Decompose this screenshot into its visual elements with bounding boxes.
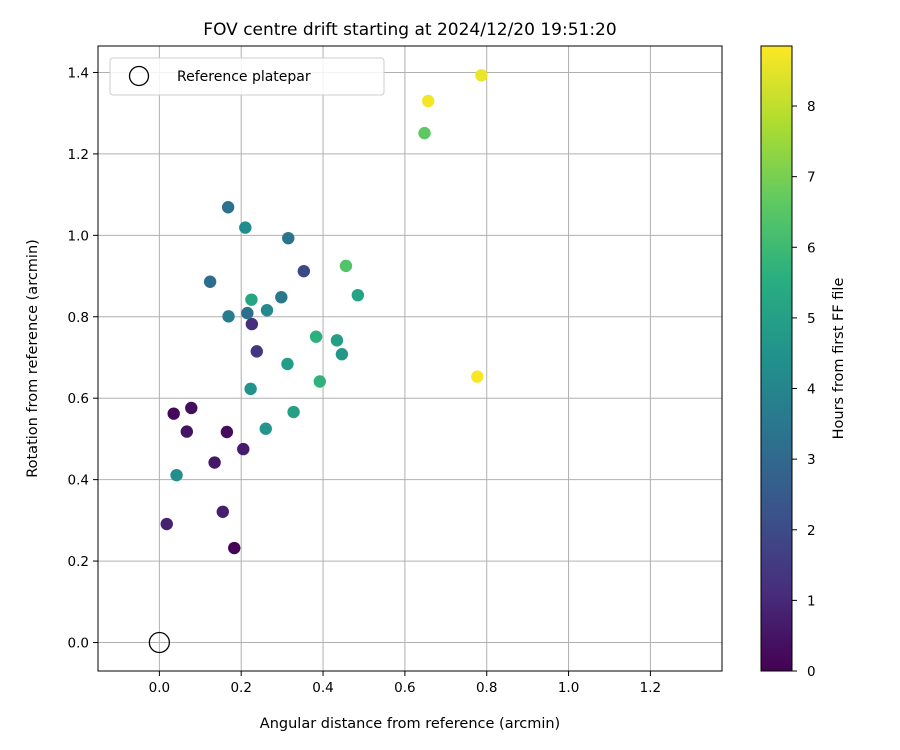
data-points: [160, 69, 488, 555]
scatter-point: [282, 231, 295, 245]
legend: Reference platepar: [109, 57, 385, 96]
colorbar-tick-label: 6: [807, 240, 816, 256]
colorbar-label: Hours from first FF file: [831, 278, 847, 440]
scatter-point: [260, 304, 274, 317]
scatter-point: [239, 221, 252, 234]
scatter-point: [170, 468, 183, 482]
scatter-point: [237, 442, 250, 456]
scatter-point: [422, 94, 435, 108]
reference-marker-layer: [148, 631, 171, 654]
x-tick-label: 0.2: [230, 680, 251, 696]
y-tick-label: 0.8: [68, 310, 89, 326]
colorbar-ticks: 0 1 2 3 4 5 6 7 8: [792, 99, 816, 680]
reference-point-marker: [148, 631, 171, 654]
colorbar-tick-label: 1: [807, 593, 816, 609]
colorbar-tick-label: 4: [807, 382, 816, 398]
y-tick-label: 0.4: [68, 473, 89, 489]
y-tick-label: 1.4: [68, 65, 89, 81]
scatter-point: [221, 201, 235, 214]
scatter-point: [287, 405, 300, 419]
scatter-point: [259, 422, 272, 435]
x-tick-label: 0.8: [476, 680, 497, 696]
scatter-point: [471, 370, 484, 383]
colorbar-tick-label: 7: [807, 170, 816, 186]
colorbar-tick-label: 0: [807, 664, 816, 680]
scatter-point: [208, 456, 221, 469]
scatter-point: [241, 306, 254, 320]
plot-frame: [97, 45, 723, 672]
scatter-point: [185, 401, 198, 415]
colorbar: 0 1 2 3 4 5 6 7 8 Hours from first FF file: [760, 45, 847, 680]
scatter-point: [339, 259, 353, 273]
scatter-point: [281, 357, 294, 371]
legend-box: [109, 57, 385, 96]
colorbar-tick-label: 8: [807, 99, 816, 115]
scatter-point: [167, 407, 180, 420]
scatter-point: [220, 425, 234, 439]
y-tick-label: 0.0: [68, 635, 89, 651]
scatter-point: [475, 69, 488, 82]
colorbar-tick-label: 3: [807, 452, 816, 468]
scatter-point: [216, 505, 229, 518]
scatter-point: [203, 275, 217, 288]
scatter-point: [245, 317, 259, 331]
scatter-point: [297, 264, 311, 278]
colorbar-gradient: [760, 45, 793, 672]
scatter-point: [275, 291, 288, 304]
scatter-point: [335, 348, 349, 361]
scatter-point: [160, 517, 173, 531]
scatter-point: [330, 334, 344, 347]
grid-lines: [98, 46, 722, 671]
scatter-point: [228, 541, 241, 555]
x-tick-label: 1.2: [640, 680, 661, 696]
x-tick-label: 1.0: [558, 680, 579, 696]
scatter-point: [244, 382, 257, 396]
scatter-point: [180, 425, 193, 438]
y-tick-label: 0.6: [68, 391, 89, 407]
y-tick-label: 1.0: [68, 228, 89, 244]
x-axis-ticks: 0.0 0.2 0.4 0.6 0.8 1.0 1.2: [149, 671, 661, 696]
scatter-point: [418, 126, 431, 140]
y-axis-label: Rotation from reference (arcmin): [25, 239, 41, 478]
chart-title: FOV centre drift starting at 2024/12/20 …: [203, 20, 616, 40]
x-tick-label: 0.0: [149, 680, 170, 696]
legend-reference-label: Reference platepar: [177, 69, 311, 85]
colorbar-tick-label: 5: [807, 311, 816, 327]
scatter-point: [250, 345, 263, 358]
scatter-point: [351, 288, 365, 302]
y-tick-label: 1.2: [68, 147, 89, 163]
scatter-point: [222, 310, 235, 323]
legend-reference-marker: [128, 65, 150, 87]
scatter-point: [245, 293, 258, 306]
scatter-point: [313, 375, 326, 388]
scatter-point: [309, 330, 323, 343]
x-axis-label: Angular distance from reference (arcmin): [260, 716, 560, 732]
y-tick-label: 0.2: [68, 554, 89, 570]
y-axis-ticks: 0.0 0.2 0.4 0.6 0.8 1.0 1.2 1.4: [68, 65, 98, 651]
colorbar-tick-label: 2: [807, 523, 816, 539]
x-tick-label: 0.6: [394, 680, 415, 696]
x-tick-label: 0.4: [312, 680, 333, 696]
